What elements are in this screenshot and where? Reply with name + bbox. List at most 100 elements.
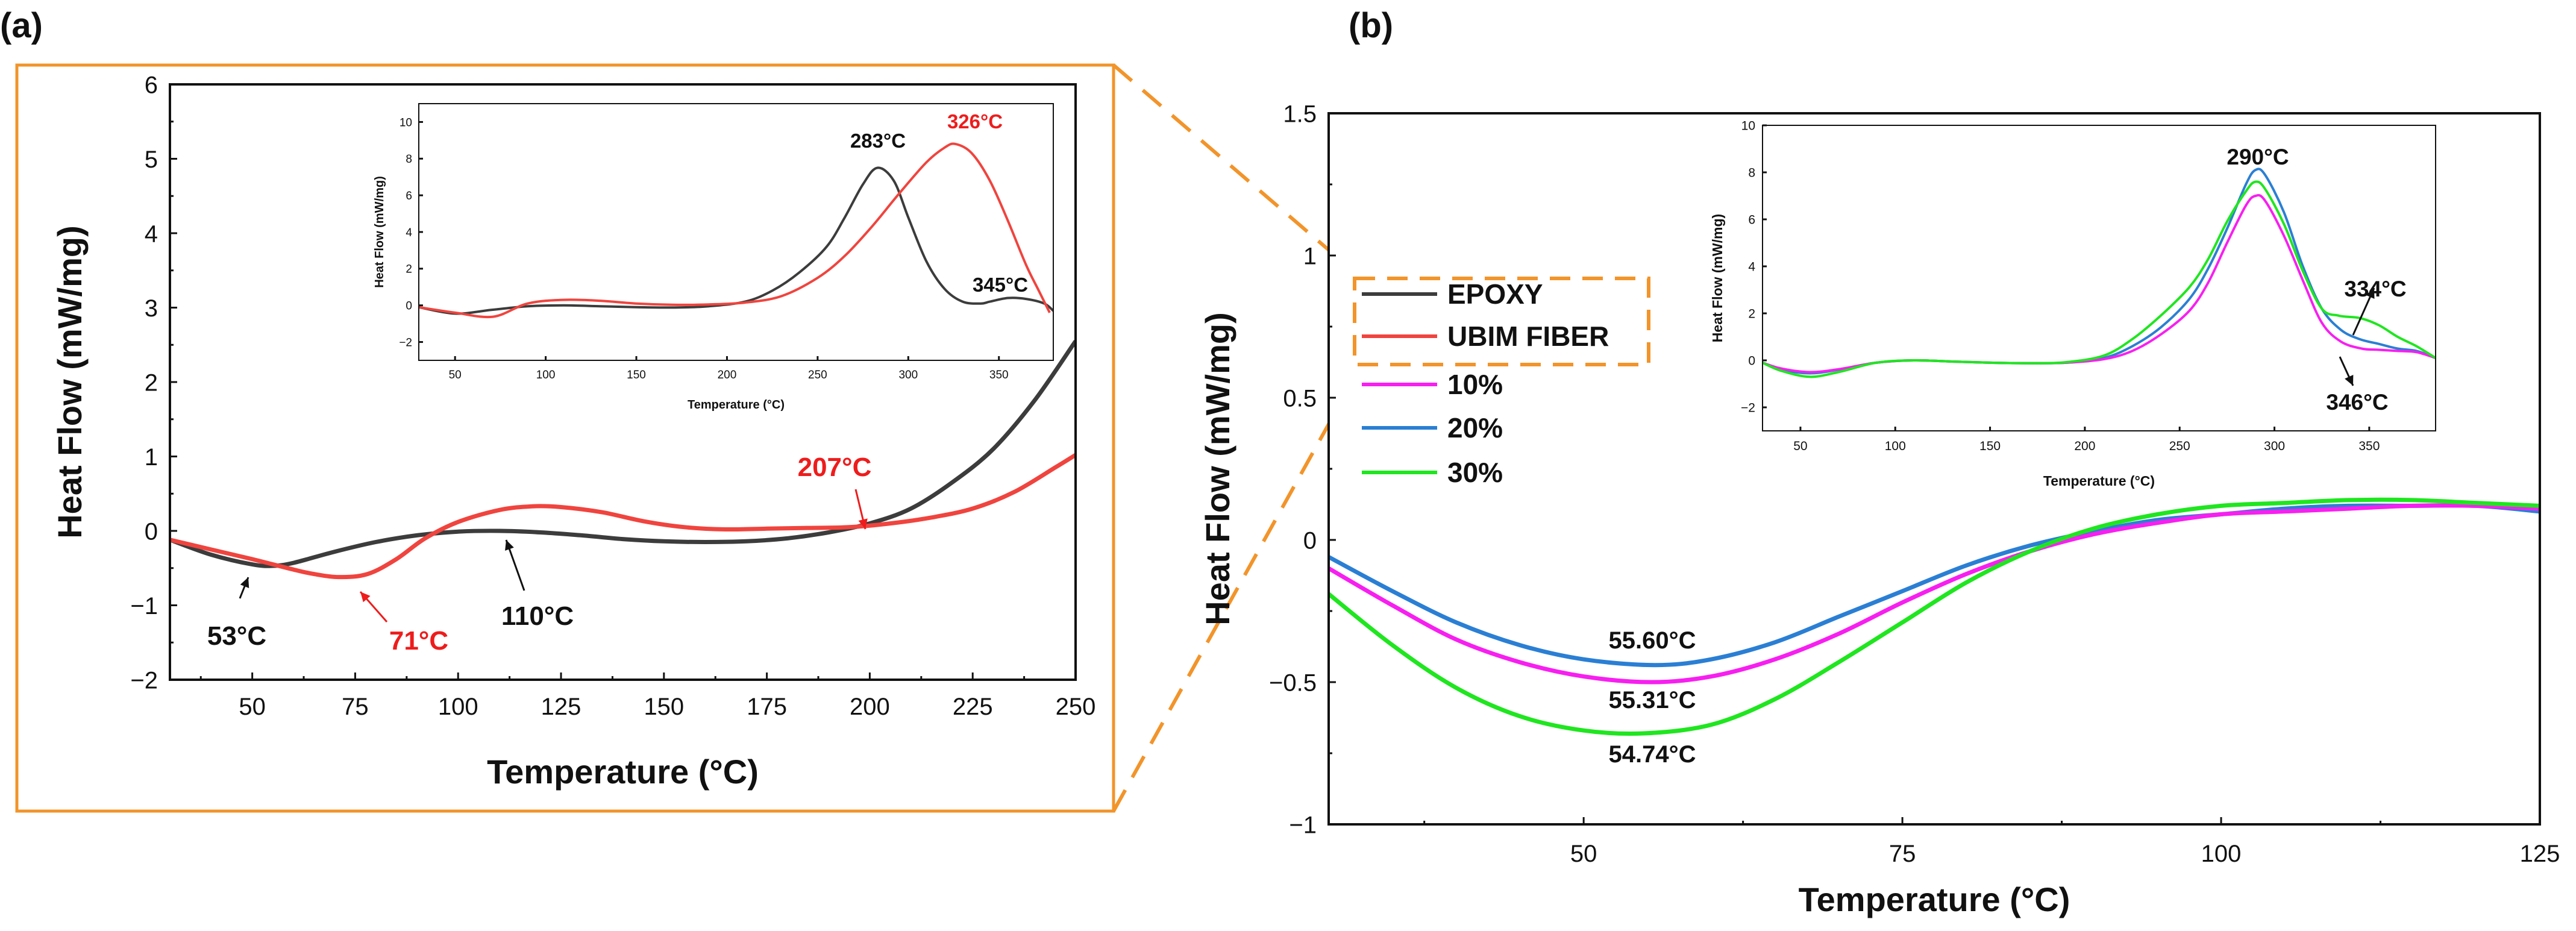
y-tick-label: 8: [406, 153, 412, 166]
panel-label-a: (a): [0, 6, 43, 45]
y-tick-label: 8: [1748, 166, 1755, 180]
plot-area-b-inset: [1763, 125, 2436, 431]
y-tick-label: −1: [130, 593, 158, 619]
y-tick-label: 1.5: [1283, 101, 1317, 127]
legend-label: 10%: [1447, 369, 1503, 400]
y-tick-label: 0: [406, 300, 412, 313]
x-tick-label: 50: [1793, 439, 1807, 453]
y-tick-label: 0: [145, 518, 158, 545]
annotation-label: 346°C: [2326, 390, 2388, 415]
charts-layer: 50 75 100 125 150 175 200 225 250−2−10123456Temp…: [51, 72, 2560, 918]
y-tick-label: 2: [145, 369, 158, 396]
y-tick-label: 6: [1748, 213, 1755, 227]
y-axis-label: Heat Flow (mW/mg): [1709, 214, 1725, 342]
x-tick-label: 200: [850, 694, 890, 720]
x-tick-label: 250: [2169, 439, 2190, 453]
annotation-arrowhead: [360, 592, 371, 603]
annotation-label: 283°C: [850, 130, 906, 152]
legend-label: UBIM FIBER: [1447, 321, 1609, 352]
x-tick-label: 125: [541, 694, 581, 720]
y-tick-label: 1: [1303, 243, 1317, 269]
legend-b: EPOXY UBIM FIBER 10% 20% 30%: [1353, 277, 1650, 488]
annotation-label: 54.74°C: [1609, 741, 1696, 768]
y-tick-label: −1: [1289, 812, 1317, 838]
x-tick-label: 125: [2520, 841, 2560, 867]
annotation-label: 53°C: [207, 621, 266, 651]
y-tick-label: −2: [130, 667, 158, 694]
y-tick-label: 6: [406, 190, 412, 202]
plot-area-a-inset: [419, 104, 1053, 360]
annotation-label: 334°C: [2344, 277, 2406, 301]
chart-a-inset: 50 100 150 200 250 300 350 −2 0 2 4 6 8 10 Temperature…: [373, 103, 1054, 412]
x-tick-label: 100: [536, 369, 556, 381]
legend-label: EPOXY: [1447, 278, 1543, 310]
x-tick-label: 100: [438, 694, 478, 720]
annotation-label: 290°C: [2227, 145, 2289, 169]
x-tick-label: 50: [239, 694, 266, 720]
y-tick-label: −0.5: [1269, 669, 1317, 696]
x-tick-label: 100: [2201, 841, 2242, 867]
y-tick-label: 4: [145, 221, 158, 247]
legend-label: 30%: [1447, 457, 1503, 488]
y-tick-label: 4: [1748, 260, 1755, 274]
x-tick-label: 75: [1889, 841, 1916, 867]
y-tick-label: 6: [145, 72, 158, 98]
annotation-arrowhead: [2366, 288, 2375, 299]
annotation-label: 345°C: [973, 274, 1028, 296]
x-tick-label: 75: [342, 694, 369, 720]
y-tick-label: 0: [1303, 527, 1317, 554]
y-axis-label: Heat Flow (mW/mg): [1199, 312, 1236, 625]
x-tick-label: 250: [808, 369, 827, 381]
x-axis-label: Temperature (°C): [2043, 473, 2155, 489]
annotation-label: 207°C: [798, 453, 872, 482]
y-tick-label: 10: [400, 116, 412, 129]
annotation-arrowhead: [505, 540, 514, 551]
y-tick-label: 5: [145, 146, 158, 173]
series-line-a-main-1: [170, 453, 1076, 580]
series-line-a-inset-1: [419, 142, 1051, 319]
x-tick-label: 225: [953, 694, 993, 720]
x-axis-label: Temperature (°C): [1799, 880, 2070, 918]
x-tick-label: 350: [989, 369, 1009, 381]
y-tick-label: 4: [406, 227, 412, 239]
x-axis-label: Temperature (°C): [688, 398, 785, 412]
chart-b-inset: 50 100 150 200 250 300 350 −2 0 2 4 6 8 10 Temperature…: [1709, 119, 2436, 489]
zoom-connector-top: [1112, 63, 1363, 280]
x-tick-label: 50: [449, 369, 462, 381]
x-tick-label: 100: [1885, 439, 1906, 453]
x-tick-label: 150: [627, 369, 646, 381]
series-line-b-main-0: [1329, 503, 2540, 668]
x-tick-label: 200: [2074, 439, 2095, 453]
y-tick-label: 10: [1741, 119, 1755, 133]
y-axis-label: Heat Flow (mW/mg): [51, 225, 89, 539]
series-line-b-main-1: [1329, 503, 2540, 685]
annotation-label: 110°C: [501, 601, 574, 631]
annotation-label: 55.60°C: [1609, 627, 1696, 654]
x-tick-label: 150: [644, 694, 684, 720]
y-tick-label: 0: [1748, 354, 1755, 368]
y-tick-label: 0.5: [1283, 385, 1317, 412]
panel-a-frame: [15, 63, 1115, 813]
legend-label: 20%: [1447, 412, 1503, 444]
panel-label-b: (b): [1349, 6, 1393, 45]
axes-frame-b-inset: [1762, 125, 2436, 431]
x-tick-label: 300: [2264, 439, 2285, 453]
y-tick-label: 2: [1748, 307, 1755, 321]
x-axis-label: Temperature (°C): [487, 753, 759, 791]
zoom-connector-bottom: [1112, 363, 1364, 812]
x-tick-label: 300: [898, 369, 918, 381]
annotation-label: 71°C: [389, 626, 448, 656]
y-tick-label: 1: [145, 444, 158, 471]
annotation-label: 55.31°C: [1609, 687, 1696, 713]
annotation-arrowhead: [2345, 375, 2354, 386]
annotation-arrowhead: [240, 577, 249, 588]
x-tick-label: 50: [1570, 841, 1597, 867]
y-axis-label: Heat Flow (mW/mg): [373, 176, 386, 288]
y-tick-label: −2: [1741, 401, 1755, 415]
x-tick-label: 250: [1056, 694, 1096, 720]
y-tick-label: 2: [406, 263, 412, 276]
x-tick-label: 200: [718, 369, 737, 381]
x-tick-label: 150: [1979, 439, 2001, 453]
annotation-arrowhead: [858, 518, 868, 529]
